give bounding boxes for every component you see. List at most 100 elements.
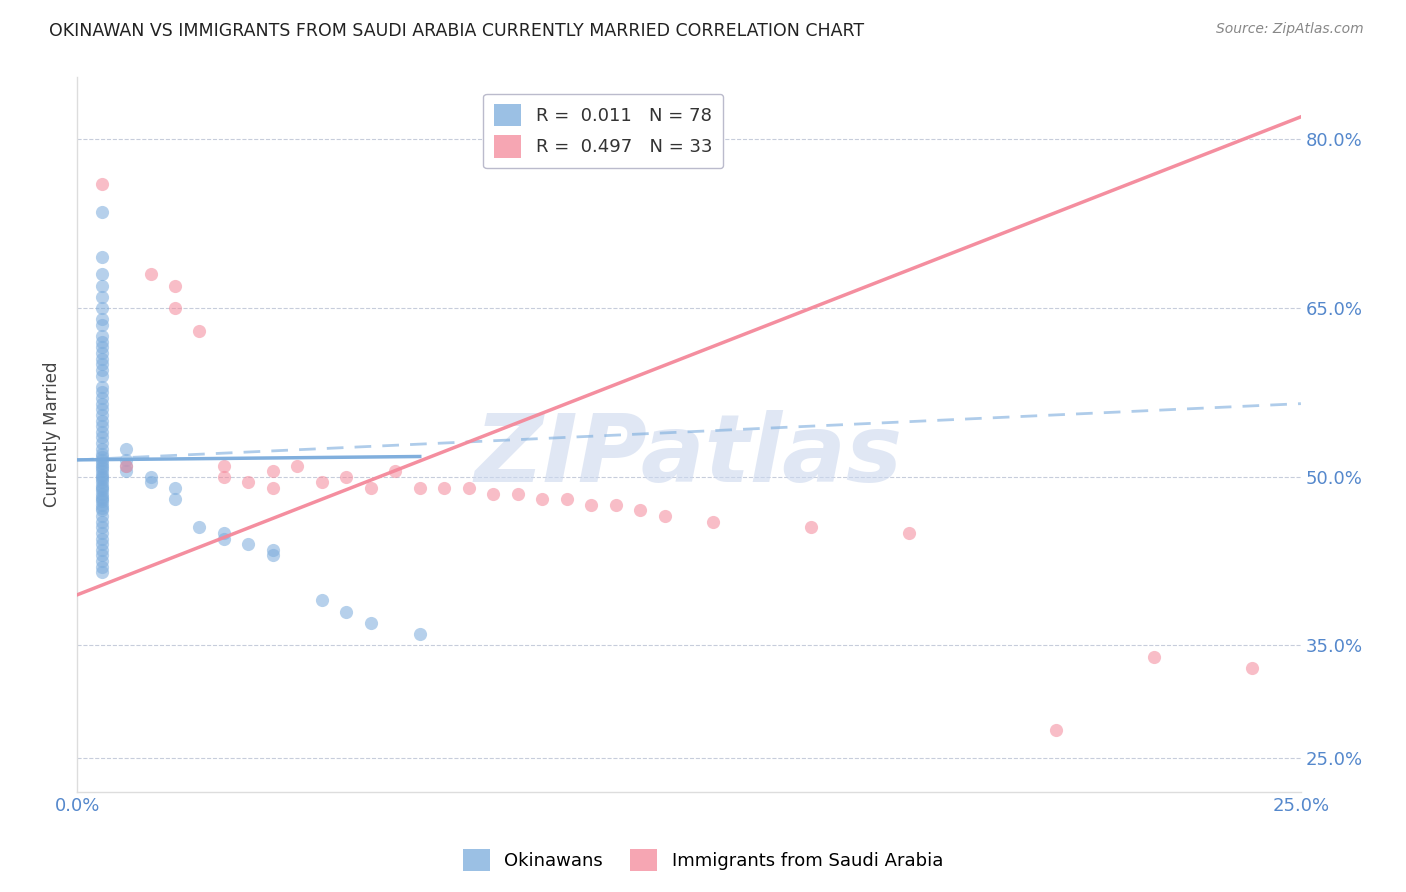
Point (311, 475, 333, 490)
Point (90, 486, 112, 500)
Point (90, 346, 112, 360)
Point (163, 301, 186, 315)
Point (90, 402, 112, 417)
Point (90, 178, 112, 192)
Point (90, 278, 112, 293)
Point (90, 554, 112, 568)
Point (90, 549, 112, 563)
Point (702, 515, 724, 529)
Point (115, 458, 138, 473)
Point (163, 492, 186, 507)
Point (90, 492, 112, 507)
Point (482, 486, 505, 500)
Point (262, 481, 284, 495)
Point (115, 453, 138, 467)
Point (90, 467, 112, 482)
Point (628, 503, 651, 517)
Point (212, 532, 235, 546)
Point (90, 458, 112, 473)
Point (139, 469, 162, 483)
Point (90, 380, 112, 394)
Point (90, 509, 112, 524)
Point (90, 520, 112, 534)
Point (90, 559, 112, 574)
Point (90, 483, 112, 498)
Point (409, 627, 432, 641)
Point (90, 329, 112, 343)
Point (238, 537, 260, 551)
Point (90, 537, 112, 551)
Point (579, 498, 602, 512)
Point (898, 526, 921, 541)
Point (90, 368, 112, 383)
Point (90, 442, 112, 456)
Text: Source: ZipAtlas.com: Source: ZipAtlas.com (1216, 22, 1364, 37)
Point (90, 340, 112, 354)
Point (287, 458, 309, 473)
Text: OKINAWAN VS IMMIGRANTS FROM SAUDI ARABIA CURRENTLY MARRIED CORRELATION CHART: OKINAWAN VS IMMIGRANTS FROM SAUDI ARABIA… (49, 22, 865, 40)
Point (90, 542, 112, 557)
Point (1045, 723, 1067, 737)
Point (433, 481, 456, 495)
Point (188, 520, 211, 534)
Point (90, 391, 112, 405)
Point (163, 481, 186, 495)
Point (335, 469, 357, 483)
Point (90, 363, 112, 377)
Point (409, 481, 432, 495)
Point (90, 357, 112, 371)
Point (90, 526, 112, 541)
Point (90, 475, 112, 490)
Point (90, 251, 112, 265)
Point (90, 334, 112, 349)
Point (90, 290, 112, 304)
Point (238, 475, 260, 490)
Point (163, 278, 186, 293)
Point (90, 479, 112, 493)
Point (212, 458, 235, 473)
Point (506, 486, 529, 500)
Point (115, 464, 138, 478)
Point (1143, 649, 1166, 664)
Point (90, 498, 112, 512)
Point (90, 351, 112, 366)
Point (90, 318, 112, 332)
Point (90, 503, 112, 517)
Point (139, 475, 162, 490)
Point (90, 436, 112, 450)
Point (90, 385, 112, 400)
Point (90, 494, 112, 508)
Point (531, 492, 554, 507)
Point (90, 397, 112, 411)
Point (384, 464, 406, 478)
Point (90, 301, 112, 315)
Point (90, 472, 112, 486)
Point (555, 492, 578, 507)
Text: ZIPatlas: ZIPatlas (475, 410, 903, 502)
Point (90, 312, 112, 326)
Point (90, 464, 112, 478)
Point (90, 267, 112, 281)
Legend: Okinawans, Immigrants from Saudi Arabia: Okinawans, Immigrants from Saudi Arabia (456, 842, 950, 879)
Point (262, 464, 284, 478)
Point (90, 425, 112, 439)
Point (90, 413, 112, 427)
Point (90, 408, 112, 422)
Point (335, 605, 357, 619)
Point (605, 498, 627, 512)
Point (262, 542, 284, 557)
Point (212, 526, 235, 541)
Point (90, 566, 112, 580)
Point (90, 515, 112, 529)
Point (90, 456, 112, 470)
Point (654, 509, 676, 524)
Point (90, 532, 112, 546)
Point (90, 460, 112, 475)
Point (1240, 661, 1263, 675)
Point (90, 490, 112, 504)
Point (90, 501, 112, 516)
Point (90, 447, 112, 461)
Point (457, 481, 479, 495)
Point (360, 481, 382, 495)
Point (311, 593, 333, 607)
